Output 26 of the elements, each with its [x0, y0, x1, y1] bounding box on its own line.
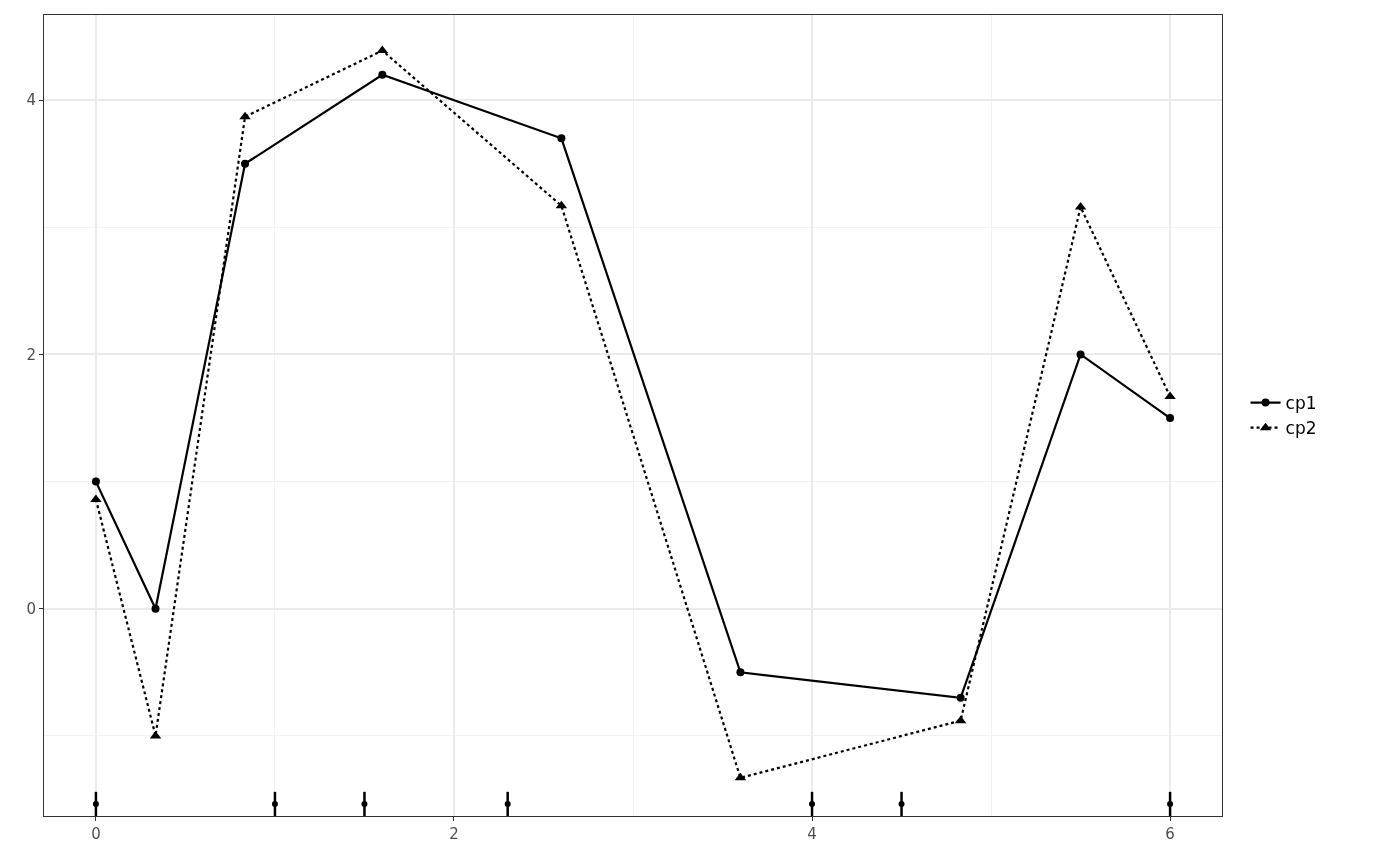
point: [1076, 350, 1085, 359]
legend-label: cp1: [1285, 393, 1317, 414]
x-tick-label: 4: [807, 825, 817, 843]
point: [956, 693, 965, 702]
x-tick-label: 2: [449, 825, 459, 843]
point: [504, 800, 511, 807]
point: [557, 134, 566, 143]
point: [898, 800, 905, 807]
point: [92, 800, 99, 807]
point: [1166, 414, 1175, 423]
legend-label: cp2: [1285, 418, 1317, 439]
point: [271, 800, 278, 807]
point: [1167, 800, 1174, 807]
point: [151, 604, 160, 613]
y-tick-label: 4: [26, 91, 36, 110]
point: [809, 800, 816, 807]
point: [239, 111, 251, 120]
x-tick-label: 6: [1165, 825, 1175, 843]
point: [378, 70, 387, 79]
x-tick-label: 0: [91, 825, 101, 843]
point: [91, 477, 100, 486]
point: [361, 800, 368, 807]
y-tick-label: 2: [26, 345, 36, 364]
point: [241, 159, 250, 168]
y-tick-label: 0: [26, 600, 36, 619]
point: [736, 668, 745, 677]
